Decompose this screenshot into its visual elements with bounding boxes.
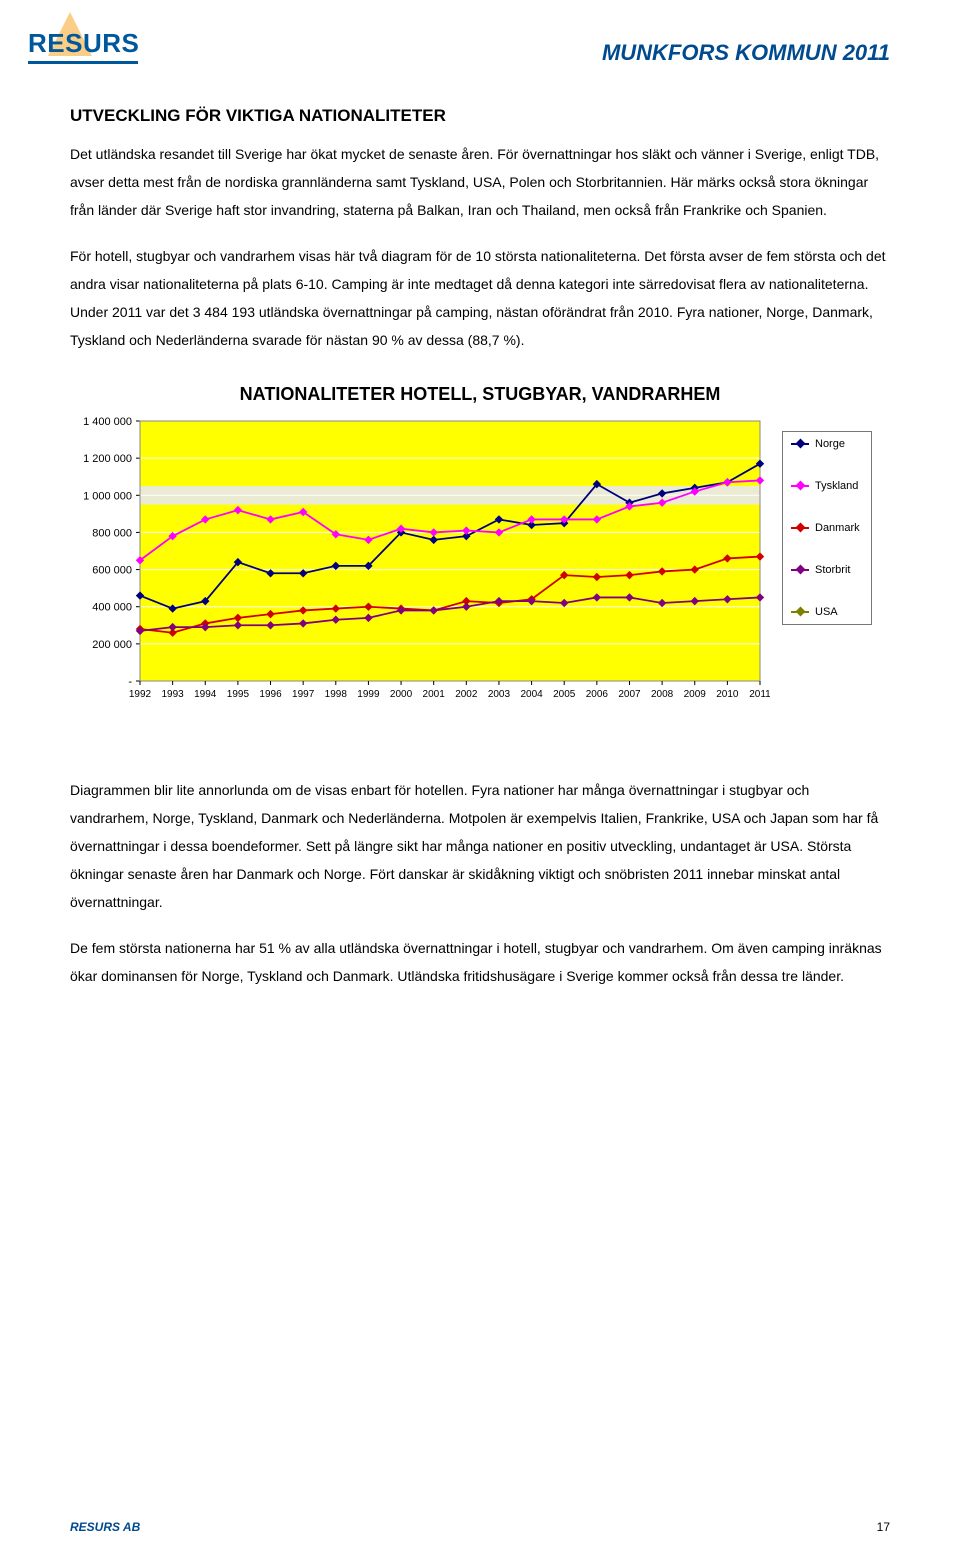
page-footer: RESURS AB 17 [70,1520,890,1534]
footer-page-number: 17 [877,1520,890,1534]
section-heading: UTVECKLING FÖR VIKTIGA NATIONALITETER [70,106,890,126]
legend-item-danmark: Danmark [791,522,863,534]
svg-text:1995: 1995 [227,689,250,700]
legend-item-storbrit: Storbrit [791,564,863,576]
svg-text:2001: 2001 [423,689,446,700]
svg-text:1994: 1994 [194,689,217,700]
svg-text:2004: 2004 [520,689,543,700]
svg-text:2007: 2007 [618,689,641,700]
svg-text:2008: 2008 [651,689,674,700]
svg-text:2002: 2002 [455,689,478,700]
legend-label: Storbrit [815,564,850,576]
legend-swatch [791,485,809,487]
svg-text:1 000 000: 1 000 000 [83,490,132,502]
legend-label: Tyskland [815,480,858,492]
legend-label: Danmark [815,522,860,534]
svg-text:2003: 2003 [488,689,511,700]
chart-plot: - 200 000 400 000 600 000 800 000 1 000 000 1 … [70,411,770,736]
svg-text:2009: 2009 [684,689,707,700]
svg-text:400 000: 400 000 [92,602,132,614]
svg-text:600 000: 600 000 [92,565,132,577]
svg-text:-: - [128,676,132,688]
paragraph-3: Diagrammen blir lite annorlunda om de vi… [70,776,890,916]
svg-text:2010: 2010 [716,689,739,700]
legend-swatch [791,569,809,571]
legend-label: USA [815,606,838,618]
svg-text:1992: 1992 [129,689,152,700]
svg-text:2000: 2000 [390,689,413,700]
legend-swatch [791,527,809,529]
svg-text:1 400 000: 1 400 000 [83,416,132,428]
footer-company: RESURS AB [70,1520,140,1534]
chart-title: NATIONALITETER HOTELL, STUGBYAR, VANDRAR… [70,384,890,405]
svg-text:2005: 2005 [553,689,576,700]
svg-text:1997: 1997 [292,689,315,700]
paragraph-2: För hotell, stugbyar och vandrarhem visa… [70,242,890,354]
svg-text:1998: 1998 [325,689,348,700]
svg-text:1993: 1993 [162,689,185,700]
logo-text: RESURS [28,28,139,64]
legend-item-norge: Norge [791,438,863,450]
svg-text:1996: 1996 [259,689,282,700]
legend-item-tyskland: Tyskland [791,480,863,492]
paragraph-1: Det utländska resandet till Sverige har … [70,140,890,224]
legend-swatch [791,611,809,613]
svg-text:200 000: 200 000 [92,639,132,651]
svg-text:1999: 1999 [357,689,380,700]
svg-text:800 000: 800 000 [92,527,132,539]
chart-container: - 200 000 400 000 600 000 800 000 1 000 000 1 … [70,411,890,736]
chart-legend: Norge Tyskland Danmark Storbrit USA [782,431,872,625]
paragraph-4: De fem största nationerna har 51 % av al… [70,934,890,990]
legend-label: Norge [815,438,845,450]
line-chart-svg: - 200 000 400 000 600 000 800 000 1 000 000 1 … [70,411,770,731]
legend-item-usa: USA [791,606,863,618]
svg-text:1 200 000: 1 200 000 [83,453,132,465]
legend-swatch [791,443,809,445]
document-header: MUNKFORS KOMMUN 2011 [70,30,890,66]
svg-text:2006: 2006 [586,689,609,700]
svg-text:2011: 2011 [749,689,770,700]
